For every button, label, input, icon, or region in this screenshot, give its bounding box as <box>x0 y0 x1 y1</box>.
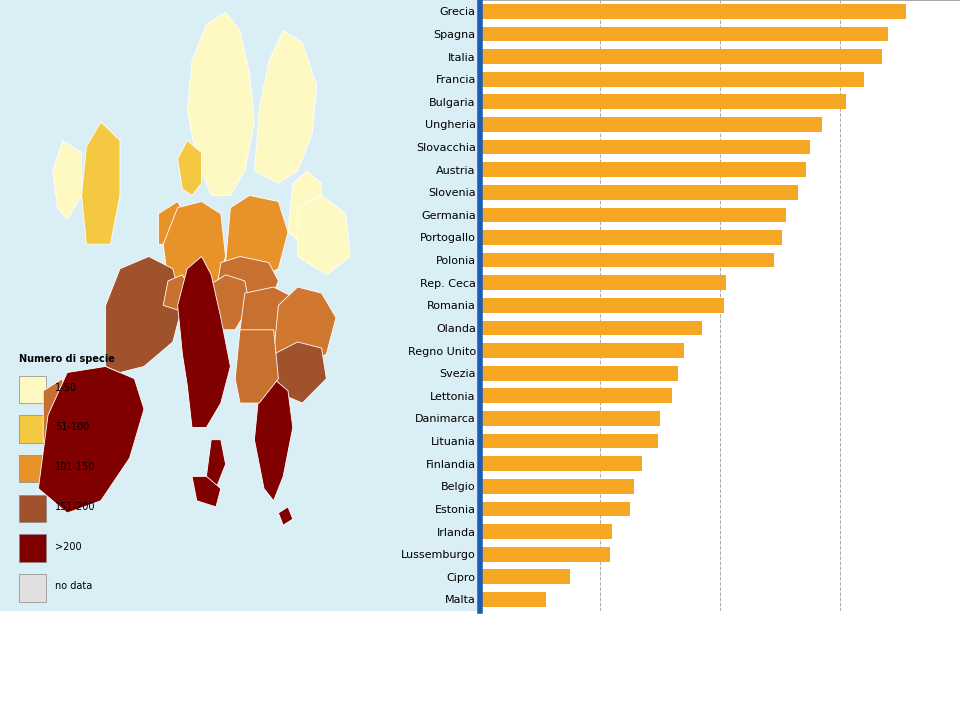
Bar <box>480 569 570 584</box>
Polygon shape <box>106 256 182 372</box>
Polygon shape <box>226 195 288 281</box>
Polygon shape <box>240 287 298 348</box>
Text: no data: no data <box>55 581 92 591</box>
Polygon shape <box>38 367 144 513</box>
Bar <box>480 389 672 403</box>
FancyBboxPatch shape <box>19 495 46 522</box>
FancyBboxPatch shape <box>19 455 46 483</box>
Polygon shape <box>254 379 293 500</box>
Bar <box>480 298 724 313</box>
FancyBboxPatch shape <box>19 376 46 403</box>
Polygon shape <box>163 275 192 311</box>
Text: Ripartizione del numero di specie degli allegati
di Direttiva Habitat tra gli st: Ripartizione del numero di specie degli … <box>499 621 854 671</box>
Bar <box>480 4 906 19</box>
Polygon shape <box>235 330 278 403</box>
Bar <box>480 479 634 493</box>
Bar <box>480 366 678 381</box>
Bar <box>480 456 642 471</box>
FancyBboxPatch shape <box>19 415 46 442</box>
Polygon shape <box>206 440 226 488</box>
Polygon shape <box>163 201 226 293</box>
Bar <box>480 343 684 358</box>
FancyBboxPatch shape <box>19 574 46 601</box>
Polygon shape <box>298 195 350 275</box>
Text: Numero di specie: Numero di specie <box>19 354 115 364</box>
Bar <box>480 163 806 177</box>
Polygon shape <box>82 122 120 244</box>
Bar <box>480 276 726 290</box>
Bar <box>480 95 846 109</box>
Polygon shape <box>43 379 67 458</box>
Polygon shape <box>288 171 322 244</box>
Bar <box>480 502 630 516</box>
Bar <box>480 524 612 539</box>
Bar <box>480 26 888 42</box>
Bar <box>480 140 810 155</box>
Text: >200: >200 <box>55 541 82 551</box>
FancyBboxPatch shape <box>19 534 46 562</box>
Bar <box>480 185 798 200</box>
Text: Distribuzione del numero di specie degli  allegati di Direttiva
Habitat tra gli : Distribuzione del numero di specie degli… <box>19 621 478 671</box>
Bar <box>480 208 786 222</box>
Polygon shape <box>178 140 202 195</box>
Polygon shape <box>178 256 230 427</box>
Polygon shape <box>158 201 187 244</box>
Bar <box>480 411 660 426</box>
Polygon shape <box>53 140 82 220</box>
Bar <box>480 547 610 561</box>
Text: 1-50: 1-50 <box>55 383 77 393</box>
Bar <box>480 592 546 606</box>
Text: 51-100: 51-100 <box>55 422 89 432</box>
Polygon shape <box>274 287 336 367</box>
Polygon shape <box>202 275 250 330</box>
Bar <box>480 117 822 132</box>
Text: 101-150: 101-150 <box>55 463 96 472</box>
Bar <box>480 49 882 64</box>
Text: 151-200: 151-200 <box>55 502 96 512</box>
Bar <box>480 230 782 245</box>
Polygon shape <box>187 12 254 195</box>
Bar <box>480 72 864 87</box>
Bar <box>480 253 774 268</box>
Polygon shape <box>274 342 326 403</box>
Polygon shape <box>192 476 221 507</box>
Bar <box>480 434 658 448</box>
Polygon shape <box>254 31 317 183</box>
Polygon shape <box>278 507 293 526</box>
Polygon shape <box>216 256 278 311</box>
Bar <box>480 321 702 335</box>
